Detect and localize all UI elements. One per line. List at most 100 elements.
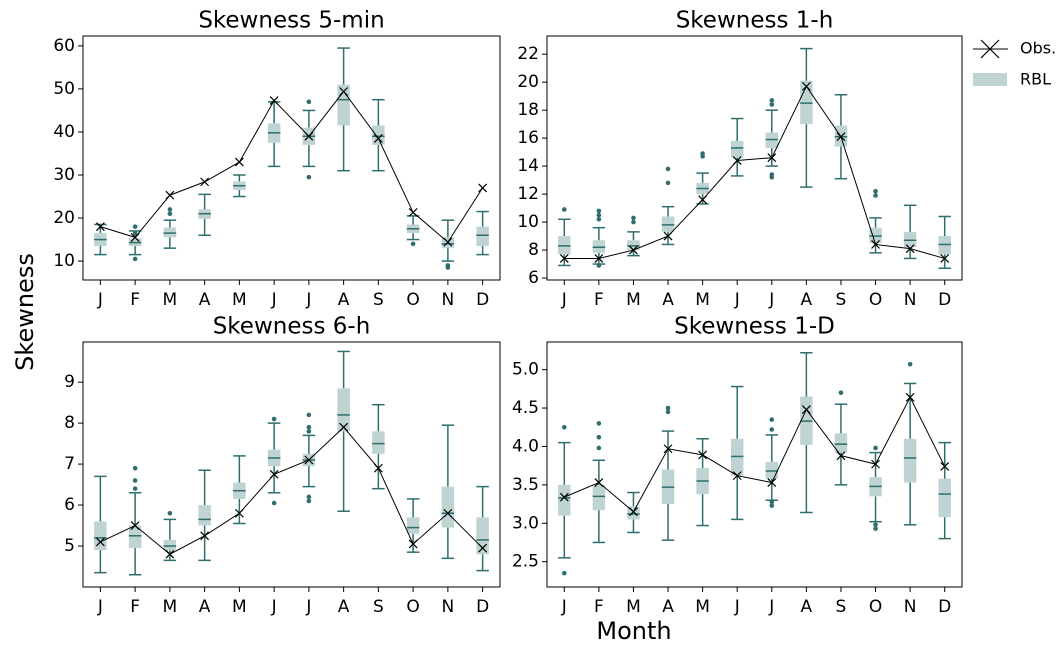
obs-marker	[95, 222, 105, 232]
obs-line	[564, 85, 945, 259]
flier	[665, 166, 671, 172]
y-tick-label: 9	[64, 372, 75, 392]
x-tick-label: A	[662, 290, 674, 310]
flier	[410, 241, 416, 247]
obs-marker	[594, 478, 604, 487]
x-tick-label: A	[662, 597, 674, 617]
y-tick-label: 5.0	[512, 360, 539, 380]
box	[938, 478, 951, 518]
x-tick-label: A	[199, 597, 211, 617]
box	[903, 438, 917, 483]
flier	[306, 174, 312, 180]
y-tick-label: 16	[517, 128, 539, 148]
obs-marker	[801, 405, 811, 415]
box	[730, 140, 744, 158]
obs-marker	[629, 507, 638, 517]
x-tick-label: A	[338, 597, 350, 617]
obs-marker	[905, 244, 915, 254]
plot-frame	[82, 341, 501, 588]
y-tick-label: 5	[64, 536, 75, 556]
obs-marker	[478, 183, 488, 193]
x-tick-label: N	[442, 597, 455, 617]
flier	[665, 409, 671, 415]
legend-label: RBL	[1020, 70, 1051, 89]
y-tick-label: 20	[517, 72, 539, 92]
obs-marker	[594, 254, 604, 263]
obs-marker	[373, 133, 383, 143]
obs-marker	[269, 96, 279, 105]
obs-marker	[165, 190, 175, 200]
obs-marker	[234, 157, 244, 167]
x-tick-label: O	[406, 597, 419, 617]
y-tick-label: 14	[517, 156, 539, 176]
flier	[561, 570, 567, 576]
x-tick-label: M	[163, 597, 178, 617]
flier	[873, 522, 878, 528]
plot-frame	[546, 341, 963, 588]
x-tick-label: N	[904, 597, 917, 617]
obs-marker	[443, 237, 453, 247]
flier	[873, 193, 878, 198]
flier	[769, 102, 775, 107]
obs-marker	[408, 208, 418, 217]
box	[94, 521, 107, 551]
flier	[271, 500, 277, 506]
x-tick-label: J	[97, 290, 103, 310]
box	[765, 461, 779, 479]
obs-marker	[234, 508, 244, 518]
flier	[167, 207, 173, 212]
flier	[769, 172, 775, 177]
flier	[631, 215, 636, 221]
obs-marker	[339, 422, 349, 432]
y-tick-label: 18	[517, 100, 539, 120]
flier	[561, 424, 567, 430]
box	[476, 226, 489, 247]
legend-label: Obs.	[1020, 39, 1056, 58]
obs-marker	[905, 392, 915, 402]
flier	[132, 478, 138, 483]
obs-marker	[559, 254, 569, 263]
flier	[838, 390, 844, 395]
obs-marker	[443, 508, 453, 518]
x-tick-label: D	[476, 597, 489, 617]
box	[730, 438, 744, 476]
y-tick-label: 6	[528, 268, 539, 288]
x-tick-label: A	[338, 290, 350, 310]
flier	[561, 207, 567, 212]
box	[372, 431, 385, 454]
obs-line	[100, 90, 484, 243]
flier	[306, 494, 312, 500]
x-tick-label: M	[163, 290, 178, 310]
x-tick-label: J	[271, 290, 277, 310]
x-tick-label: M	[695, 290, 710, 310]
box	[128, 525, 142, 549]
x-tick-label: D	[476, 290, 489, 310]
x-tick-label: F	[594, 597, 604, 617]
y-tick-label: 22	[517, 44, 539, 64]
y-tick-label: 60	[53, 36, 75, 56]
y-tick-label: 4.0	[512, 436, 539, 456]
obs-marker	[732, 471, 742, 481]
obs-line	[100, 426, 483, 555]
x-tick-label: S	[373, 597, 384, 617]
obs-marker	[940, 254, 950, 263]
y-tick-label: 4.5	[512, 398, 539, 418]
x-tick-label: M	[626, 597, 641, 617]
x-tick-label: S	[836, 597, 847, 617]
flier	[665, 405, 671, 411]
obs-marker	[200, 531, 210, 541]
flier	[306, 429, 312, 434]
obs-marker	[871, 240, 880, 249]
x-tick-label: J	[768, 597, 774, 617]
flier	[873, 526, 878, 531]
plot-frame	[546, 35, 963, 281]
x-tick-label: D	[938, 290, 951, 310]
obs-marker	[732, 156, 742, 165]
flier	[769, 503, 775, 508]
x-tick-label: M	[232, 597, 247, 617]
obs-marker	[130, 521, 140, 530]
flier	[596, 445, 602, 451]
flier	[873, 445, 878, 451]
y-tick-label: 3.5	[512, 475, 539, 495]
